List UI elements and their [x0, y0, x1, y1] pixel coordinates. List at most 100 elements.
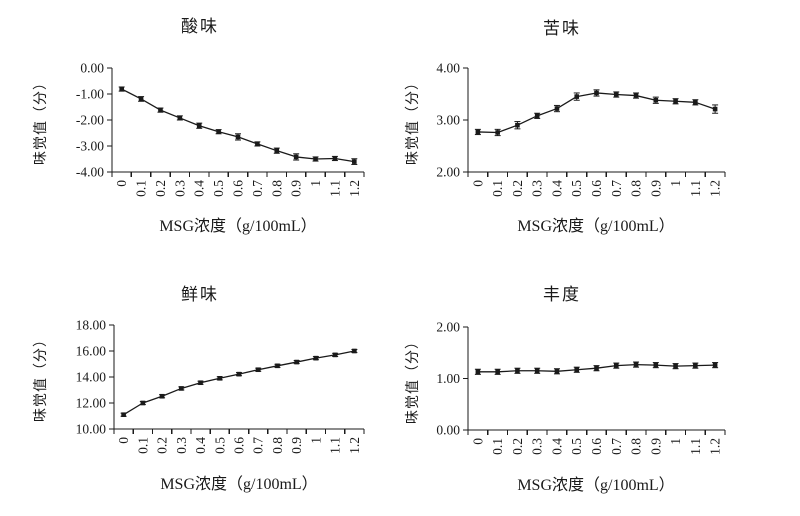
data-point	[673, 363, 678, 369]
plot-area-umami: 18.00 16.00 14.00 12.00 10.00 0 0.1 0.2 0.3 0.4 0.…	[76, 318, 365, 454]
data-point	[236, 371, 242, 377]
data-point	[495, 130, 500, 135]
axes	[467, 327, 725, 431]
plot-area-sour: 0.00 -1.00 -2.00 -3.00 -4.00 0 0.1 0.2 0.3 0.4 0.5…	[76, 61, 365, 197]
data-point	[693, 100, 698, 105]
data-point	[574, 367, 580, 373]
data-point	[712, 106, 718, 112]
x-tick-label: 0.6	[232, 437, 247, 454]
x-tick-label: 0.3	[530, 438, 545, 455]
error-bars	[474, 89, 719, 137]
x-tick-label: 1.1	[327, 180, 342, 197]
x-tick-label: 0.1	[490, 180, 505, 197]
data-point	[275, 363, 280, 369]
y-tick-label: -4.00	[76, 165, 104, 180]
x-axis-ticks	[113, 429, 365, 434]
data-point	[177, 115, 183, 121]
y-tick-label: -2.00	[76, 113, 104, 128]
x-tick-label: 0.5	[212, 437, 227, 454]
x-axis-ticks	[467, 172, 726, 177]
data-point	[633, 362, 639, 367]
data-point	[196, 123, 202, 129]
x-tick-label: 0.4	[549, 438, 564, 455]
x-tick-label: 0.6	[589, 180, 604, 197]
x-tick-label: 0.2	[155, 437, 170, 454]
x-tick-labels: 0 0.1 0.2 0.3 0.4 0.5 0.6 0.7 0.8 0.9 1 1.1 1.2	[470, 180, 722, 197]
data-point	[534, 113, 540, 119]
x-axis-ticks	[467, 430, 726, 435]
data-point	[216, 129, 221, 134]
x-tick-label: 0.3	[172, 180, 187, 197]
x-tick-label: 0.3	[530, 180, 545, 197]
data-point	[554, 106, 560, 111]
x-tick-label: 0.5	[569, 438, 584, 455]
data-point	[158, 107, 163, 113]
data-points	[121, 348, 357, 417]
x-tick-label: 1.2	[708, 438, 723, 455]
error-bars	[120, 348, 358, 417]
series-line	[477, 92, 716, 134]
y-tick-label: 12.00	[76, 396, 107, 411]
x-tick-label: 0.8	[270, 437, 285, 454]
data-point	[495, 369, 500, 375]
x-tick-label: 0.5	[569, 180, 584, 197]
x-tick-label: 0.4	[193, 437, 208, 454]
data-point	[534, 368, 540, 374]
x-axis-ticks	[111, 172, 365, 177]
x-tick-label: 1	[668, 438, 683, 445]
x-tick-label: 0	[470, 180, 485, 187]
data-point	[475, 369, 481, 375]
x-tick-label: 1	[308, 180, 323, 187]
y-tick-label: 10.00	[76, 422, 107, 437]
y-tick-label: 16.00	[76, 344, 107, 359]
data-points	[475, 362, 718, 375]
axes	[111, 68, 364, 173]
axes	[113, 325, 364, 430]
x-tick-label: 0.6	[589, 438, 604, 455]
x-tick-labels: 0 0.1 0.2 0.3 0.4 0.5 0.6 0.7 0.8 0.9 1 1.1 1.2	[116, 437, 362, 454]
data-point	[198, 380, 203, 386]
data-point	[332, 352, 338, 358]
y-tick-label: -3.00	[76, 139, 104, 154]
data-points	[475, 90, 718, 135]
series-line	[123, 350, 355, 416]
data-point	[712, 362, 718, 368]
data-point	[515, 122, 520, 128]
y-tick-label: 2.00	[436, 320, 460, 335]
data-points	[119, 86, 357, 164]
data-point	[121, 412, 126, 417]
x-tick-label: 0.4	[192, 180, 207, 197]
chart-richness: 丰度 味觉值（分） 2.00 1.00 0.00 0 0.1 0.2 0.3 0.4 0.5 0.…	[400, 258, 800, 516]
chart-sour: 酸味 味觉值（分） 0.00 -1.00 -2.00 -3.00 -4.00 0 0.1 0.…	[0, 0, 400, 258]
x-tick-label: 0.7	[609, 180, 624, 197]
x-tick-label: 0.4	[549, 180, 564, 197]
data-point	[653, 362, 659, 368]
x-tick-labels: 0 0.1 0.2 0.3 0.4 0.5 0.6 0.7 0.8 0.9 1 1.1 1.2	[470, 438, 722, 455]
x-tick-label: 0.9	[289, 437, 304, 454]
data-point	[217, 376, 223, 381]
data-point	[313, 156, 318, 162]
data-point	[313, 355, 319, 361]
data-point	[179, 386, 184, 391]
x-tick-label: 0.6	[231, 180, 246, 197]
x-tick-label: 0.2	[153, 180, 168, 197]
data-point	[554, 368, 560, 374]
x-tick-label: 0.3	[174, 437, 189, 454]
x-tick-label: 0.7	[251, 437, 266, 454]
x-tick-label: 0.8	[269, 180, 284, 197]
x-tick-label: 1	[668, 180, 683, 187]
data-point	[693, 363, 698, 368]
x-tick-label: 1.1	[688, 438, 703, 455]
data-point	[294, 359, 299, 365]
x-tick-label: 0.9	[289, 180, 304, 197]
chart-umami: 鲜味 味觉值（分） 18.00 16.00 14.00 12.00 10.00 0 0.1 0…	[0, 258, 400, 516]
data-point	[255, 367, 261, 373]
x-tick-label: 0	[114, 180, 129, 187]
x-tick-label: 0.7	[250, 180, 265, 197]
data-point	[140, 400, 146, 406]
y-tick-label: 1.00	[436, 371, 460, 386]
data-point	[613, 92, 619, 97]
data-point	[293, 154, 299, 160]
